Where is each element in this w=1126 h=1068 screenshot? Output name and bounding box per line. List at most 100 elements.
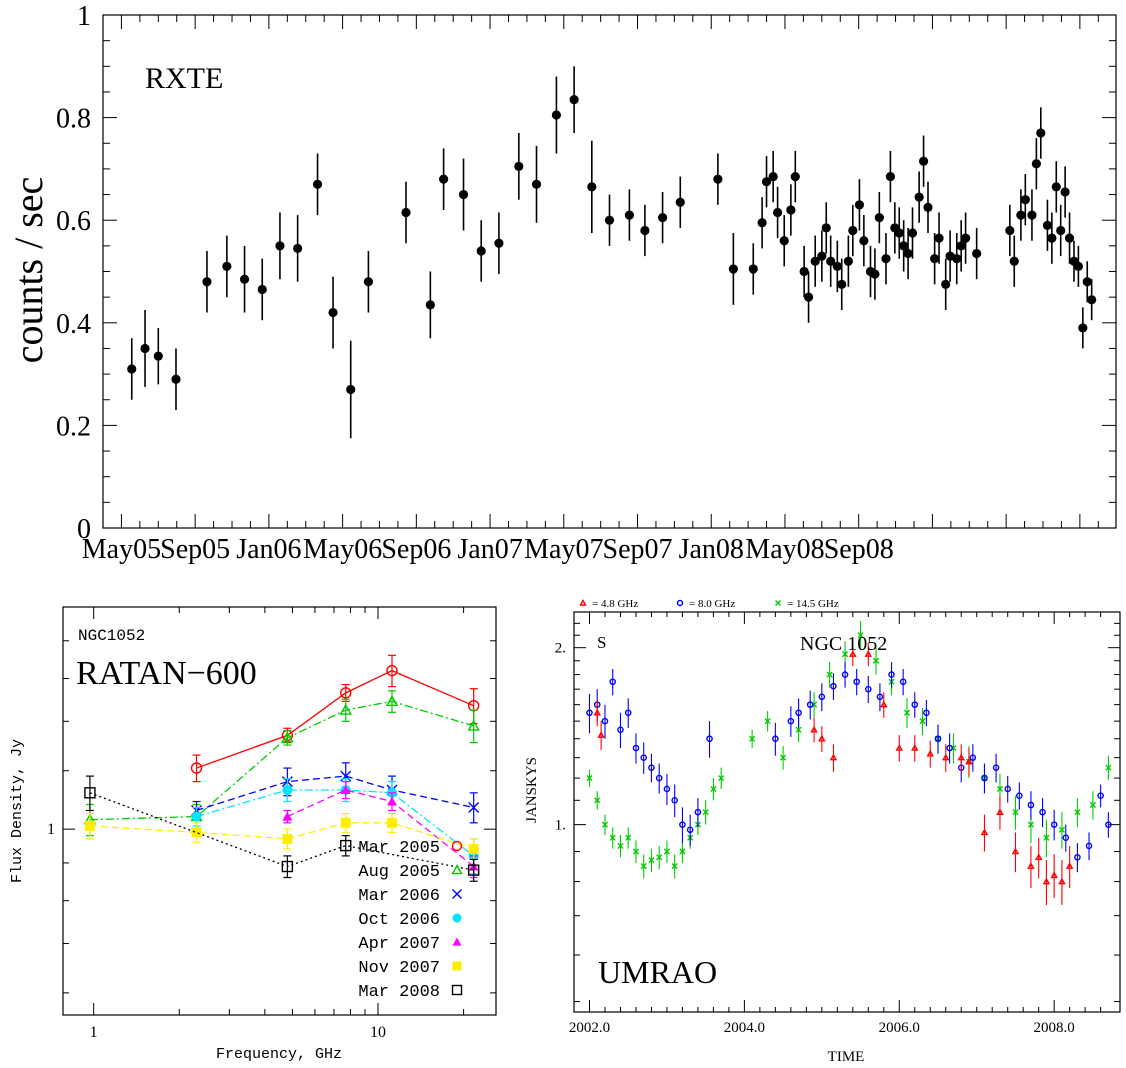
umrao-data-point <box>946 744 953 752</box>
ratan-data-point <box>281 731 294 743</box>
rxte-data-point <box>934 233 944 243</box>
umrao-data-point <box>876 693 884 701</box>
rxte-x-tick-label: Jan07 <box>457 534 522 565</box>
umrao-data-point <box>663 848 671 855</box>
rxte-data-point <box>587 182 597 192</box>
umrao-data-point-b <box>586 774 593 782</box>
rxte-data-point <box>923 202 933 212</box>
ratan-data-point <box>340 770 352 782</box>
rxte-data-point <box>1020 195 1030 205</box>
umrao-data-point-b <box>710 785 717 793</box>
umrao-data-point-b <box>841 651 849 658</box>
umrao-data-point-b <box>857 632 864 639</box>
umrao-data-point <box>617 726 624 734</box>
umrao-data-point <box>996 785 1004 793</box>
umrao-data-point <box>1027 862 1035 869</box>
rxte-data-point <box>810 256 820 266</box>
rxte-data-point <box>972 248 982 259</box>
rxte-x-tick-label: May08 <box>745 534 824 565</box>
umrao-data-point <box>656 854 663 861</box>
umrao-data-point <box>826 671 833 678</box>
umrao-data-point <box>640 754 648 761</box>
rxte-data-point <box>363 277 374 287</box>
rxte-data-point <box>790 171 800 182</box>
umrao-data-point <box>597 731 605 738</box>
ratan-plot-frame <box>62 606 497 1016</box>
ratan-annotation: RATAN−600 <box>76 655 257 692</box>
rxte-data-point <box>458 189 469 200</box>
umrao-y-tick-label: 2. <box>555 641 566 657</box>
umrao-data-point <box>818 693 826 701</box>
umrao-data-point <box>749 735 756 742</box>
rxte-y-tick-label: 0.2 <box>56 411 91 442</box>
ratan-legend: Mar 2005 Aug 2005 Mar 2006 Oct 2006 Apr 2007… <box>358 839 463 1002</box>
ratan-series-line <box>89 700 474 821</box>
ratan-panel: 1 10 1 Mar 2005 Aug 2005 Mar 2006 Oct 2006 Apr… <box>9 606 497 1063</box>
rxte-data-point <box>275 241 285 251</box>
rxte-data-point <box>657 213 668 223</box>
rxte-data-point <box>799 266 809 277</box>
ratan-data-point <box>468 843 479 854</box>
umrao-data-point <box>992 764 1000 771</box>
rxte-data-point <box>1009 256 1019 266</box>
rxte-y-tick-label: 0.8 <box>56 104 91 135</box>
rxte-data-point <box>1051 182 1061 192</box>
ratan-legend-marker <box>451 840 463 852</box>
rxte-data-point <box>531 179 542 189</box>
rxte-data-point <box>425 300 435 310</box>
ratan-data-point <box>467 864 480 876</box>
umrao-data-point <box>1027 801 1035 809</box>
umrao-data-point <box>787 717 795 725</box>
rxte-data-point <box>899 241 909 251</box>
umrao-data-point-b <box>1012 809 1019 816</box>
rxte-y-tick-label: 0 <box>77 514 91 545</box>
ratan-legend-label: Oct 2006 <box>358 911 440 930</box>
umrao-data-point <box>818 734 826 742</box>
rxte-y-tick-label: 0.4 <box>56 309 91 340</box>
rxte-data-point <box>894 228 904 238</box>
umrao-legend-marker-b <box>775 600 781 606</box>
ratan-data-point <box>468 801 480 813</box>
umrao-data-point <box>594 797 601 804</box>
umrao-data-point <box>1062 834 1070 842</box>
umrao-data-point <box>1058 877 1066 885</box>
umrao-data-point-b <box>1058 826 1066 833</box>
umrao-data-point-b <box>749 735 756 742</box>
umrao-data-point-b <box>632 848 640 855</box>
umrao-data-point <box>841 651 849 658</box>
rxte-data-point <box>837 279 847 289</box>
umrao-data-point <box>911 701 919 708</box>
rxte-data-point <box>675 197 685 207</box>
ratan-data-point <box>84 820 95 831</box>
ratan-ticks: 1 10 1 <box>47 606 496 1041</box>
umrao-data-point <box>941 753 950 761</box>
umrao-data-point-b <box>919 718 926 725</box>
umrao-data-point-b <box>609 834 616 841</box>
umrao-data-point <box>609 834 616 841</box>
umrao-data-point-b <box>648 857 655 864</box>
ratan-data-point <box>282 833 293 844</box>
umrao-data-point <box>625 834 632 841</box>
umrao-data-point <box>1050 821 1058 828</box>
rxte-data-point <box>761 177 772 187</box>
rxte-data-point <box>786 205 796 215</box>
umrao-data-point <box>586 774 593 782</box>
rxte-data-point <box>202 277 212 287</box>
umrao-data-point <box>1065 862 1074 869</box>
umrao-data-point <box>806 701 814 708</box>
umrao-data-point <box>795 709 802 717</box>
umrao-data-point <box>1034 853 1043 861</box>
rxte-data-point <box>885 171 895 182</box>
umrao-data-point <box>671 863 678 870</box>
rxte-data-point <box>1056 225 1066 236</box>
umrao-data-point <box>1043 834 1050 841</box>
umrao-data-point <box>857 632 864 639</box>
rxte-data-point <box>772 207 783 218</box>
umrao-data-point-b <box>780 754 787 761</box>
umrao-data-point <box>601 717 609 725</box>
rxte-data-point <box>821 223 831 233</box>
umrao-data-point <box>1074 853 1081 861</box>
umrao-legend: = 4.8 GHz = 8.0 GHz = 14.5 GHz <box>579 598 839 610</box>
rxte-data-point <box>914 192 924 202</box>
